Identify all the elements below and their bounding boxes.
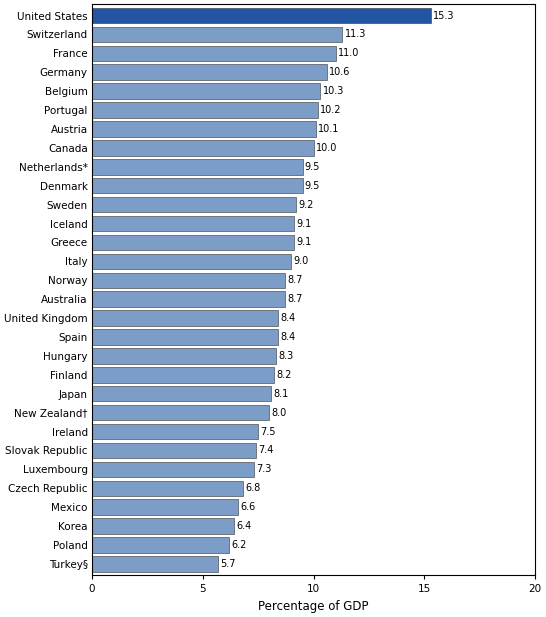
Bar (92, 556, 218, 572)
Bar (92, 405, 269, 420)
Bar (92, 121, 316, 137)
Bar (92, 234, 294, 250)
Text: 10.1: 10.1 (318, 124, 340, 134)
Text: 9.0: 9.0 (294, 256, 309, 267)
Text: 10.0: 10.0 (316, 143, 337, 153)
Text: 9.2: 9.2 (298, 200, 313, 210)
Bar (92, 291, 285, 307)
Text: 8.0: 8.0 (271, 408, 287, 418)
Text: 8.1: 8.1 (274, 389, 289, 399)
Text: 8.4: 8.4 (280, 332, 295, 342)
Bar (92, 329, 278, 345)
Bar (92, 27, 342, 42)
Bar (92, 348, 276, 363)
Text: 8.7: 8.7 (287, 275, 302, 285)
Text: 9.5: 9.5 (305, 162, 320, 172)
Text: 8.3: 8.3 (278, 351, 293, 361)
Bar (92, 424, 258, 439)
Text: 10.6: 10.6 (329, 67, 351, 77)
Bar (92, 442, 256, 458)
Bar (92, 216, 294, 231)
Text: 8.4: 8.4 (280, 313, 295, 323)
Text: 6.8: 6.8 (245, 483, 260, 493)
Text: 11.0: 11.0 (338, 48, 359, 59)
Text: 11.3: 11.3 (345, 30, 366, 39)
Bar (92, 197, 296, 212)
Text: 7.5: 7.5 (260, 426, 276, 437)
Bar (92, 65, 327, 80)
Text: 9.1: 9.1 (296, 218, 311, 228)
Bar (92, 481, 242, 496)
Bar (92, 386, 271, 402)
Text: 9.1: 9.1 (296, 238, 311, 247)
Bar (92, 140, 313, 155)
Text: 6.6: 6.6 (240, 502, 256, 512)
Text: 8.7: 8.7 (287, 294, 302, 304)
Bar (92, 102, 318, 118)
Bar (92, 46, 336, 61)
Bar (92, 462, 254, 477)
Text: 7.4: 7.4 (258, 445, 274, 455)
Text: 10.3: 10.3 (323, 86, 344, 96)
Text: 5.7: 5.7 (221, 559, 236, 569)
Bar (92, 310, 278, 326)
Bar (92, 518, 234, 534)
Bar (92, 159, 302, 175)
Text: 15.3: 15.3 (434, 10, 455, 20)
Text: 6.4: 6.4 (236, 521, 251, 531)
Text: 8.2: 8.2 (276, 370, 292, 380)
Text: 9.5: 9.5 (305, 181, 320, 191)
Bar (92, 8, 431, 23)
Bar (92, 273, 285, 288)
Bar (92, 499, 238, 515)
X-axis label: Percentage of GDP: Percentage of GDP (258, 600, 369, 613)
Bar (92, 83, 321, 99)
Text: 6.2: 6.2 (232, 540, 247, 550)
Bar (92, 178, 302, 194)
Bar (92, 254, 292, 269)
Bar (92, 367, 274, 383)
Text: 10.2: 10.2 (321, 105, 342, 115)
Text: 7.3: 7.3 (256, 465, 271, 474)
Bar (92, 537, 229, 553)
